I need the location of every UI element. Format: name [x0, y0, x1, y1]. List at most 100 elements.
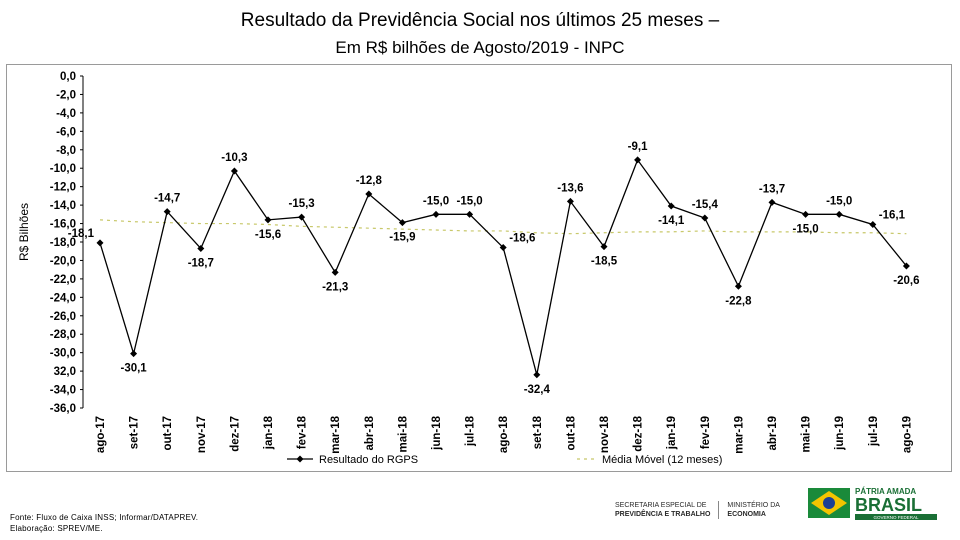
x-tick-label: fev-19 — [700, 416, 712, 449]
data-point — [96, 239, 104, 247]
x-tick-label: dez-18 — [633, 415, 645, 451]
brand-top-text: PÁTRIA AMADA — [855, 487, 916, 496]
x-tick-label: mai-19 — [801, 416, 813, 452]
data-label: -14,7 — [154, 193, 180, 205]
y-tick-label: -16,0 — [50, 219, 76, 231]
data-label: -15,0 — [423, 195, 449, 207]
y-tick-label: -18,0 — [50, 237, 76, 249]
x-tick-label: set-18 — [532, 415, 544, 449]
legend-marker-rgps — [296, 455, 304, 463]
data-point — [634, 156, 642, 164]
data-point — [264, 216, 272, 224]
series-line-media-movel — [99, 219, 907, 235]
y-tick-label: -22,0 — [50, 274, 76, 286]
data-label: -13,7 — [759, 183, 785, 195]
data-point — [230, 167, 238, 175]
x-tick-label: dez-17 — [229, 416, 241, 452]
x-tick-label: ago-18 — [498, 415, 510, 453]
x-tick-label: mar-18 — [330, 415, 342, 453]
legend-label-rgps: Resultado do RGPS — [319, 454, 418, 466]
data-label: -30,1 — [120, 363, 147, 375]
y-tick-label: -10,0 — [50, 163, 76, 175]
x-tick-label: ago-17 — [95, 416, 107, 453]
chart-title: Resultado da Previdência Social nos últi… — [240, 10, 720, 31]
flag-globe-icon — [823, 497, 835, 509]
x-tick-label: mai-18 — [397, 415, 409, 452]
y-tick-label: -30,0 — [50, 348, 76, 360]
y-tick-label: -4,0 — [56, 108, 76, 120]
x-tick-label: fev-18 — [297, 415, 309, 449]
data-label: -12,8 — [356, 175, 383, 187]
data-label: -15,9 — [389, 232, 415, 244]
data-point — [466, 210, 474, 218]
data-label: -10,3 — [221, 152, 247, 164]
data-point — [432, 210, 440, 218]
data-point — [701, 214, 709, 222]
data-label: -15,0 — [792, 223, 818, 235]
y-tick-label: -28,0 — [50, 329, 76, 341]
y-tick-label: -12,0 — [50, 182, 76, 194]
data-point — [835, 210, 843, 218]
x-tick-label: jun-18 — [431, 415, 443, 450]
y-tick-label: -36,0 — [50, 403, 76, 415]
data-label: -15,6 — [255, 229, 281, 241]
x-tick-label: abr-18 — [364, 415, 376, 450]
data-point — [499, 244, 507, 252]
data-label: -20,6 — [893, 275, 919, 287]
data-label: -15,0 — [826, 195, 852, 207]
data-label: -15,4 — [692, 199, 719, 211]
data-point — [365, 190, 373, 198]
data-point — [600, 243, 608, 251]
x-tick-label: set-17 — [129, 416, 141, 449]
data-point — [298, 213, 306, 221]
y-tick-label: -24,0 — [50, 292, 76, 304]
x-tick-label: jan-19 — [666, 416, 678, 450]
data-point — [163, 208, 171, 216]
x-tick-label: out-18 — [565, 415, 577, 450]
data-point — [197, 244, 205, 252]
x-tick-label: nov-18 — [599, 415, 611, 453]
source-text: Fonte: Fluxo de Caixa INSS; Informar/DAT… — [10, 513, 199, 522]
data-point — [802, 210, 810, 218]
data-label: -22,8 — [725, 295, 752, 307]
data-label: -14,1 — [658, 215, 685, 227]
data-label: -21,3 — [322, 281, 348, 293]
data-point — [533, 371, 541, 379]
chart-subtitle: Em R$ bilhões de Agosto/2019 - INPC — [335, 38, 625, 57]
y-tick-label: -2,0 — [56, 89, 76, 101]
data-label: -9,1 — [628, 141, 648, 153]
data-label: -13,6 — [557, 182, 583, 194]
y-tick-label: -8,0 — [56, 145, 76, 157]
x-tick-label: jul-18 — [465, 415, 477, 447]
data-label: -15,0 — [456, 195, 482, 207]
y-axis-label: R$ Bilhões — [17, 203, 31, 261]
y-tick-label: -14,0 — [50, 200, 76, 212]
x-tick-label: nov-17 — [196, 416, 208, 453]
data-label: -32,4 — [524, 384, 551, 396]
data-point — [734, 282, 742, 290]
x-tick-label: abr-19 — [767, 416, 779, 451]
data-label: -16,1 — [879, 209, 906, 221]
data-point — [869, 220, 877, 228]
y-tick-label: 0,0 — [60, 71, 76, 83]
ministerio-logo: MINISTÉRIO DA ECONOMIA — [719, 501, 780, 519]
secretaria-logo: SECRETARIA ESPECIAL DE PREVIDÊNCIA E TRA… — [615, 501, 720, 519]
ministerio-line1: MINISTÉRIO DA — [727, 502, 780, 509]
data-label: -18,1 — [68, 228, 95, 240]
data-point — [768, 198, 776, 206]
data-point — [566, 197, 574, 205]
ministerio-line2: ECONOMIA — [727, 511, 766, 518]
y-tick-label: -34,0 — [50, 385, 76, 397]
y-tick-label: -20,0 — [50, 255, 76, 267]
brand-sub-text: GOVERNO FEDERAL — [873, 515, 919, 520]
line-chart: 0,0-2,0-4,0-6,0-8,0-10,0-12,0-14,0-16,0-… — [17, 71, 920, 466]
series-line-resultado-rgps — [99, 158, 907, 375]
secretaria-line2: PREVIDÊNCIA E TRABALHO — [615, 511, 711, 518]
y-tick-label: 32,0 — [54, 366, 76, 378]
x-tick-label: mar-19 — [733, 416, 745, 454]
ministry-logos: SECRETARIA ESPECIAL DE PREVIDÊNCIA E TRA… — [615, 497, 780, 523]
x-tick-label: jul-19 — [868, 416, 880, 447]
data-point — [667, 202, 675, 210]
data-point — [130, 350, 138, 358]
data-label: -15,3 — [288, 198, 314, 210]
